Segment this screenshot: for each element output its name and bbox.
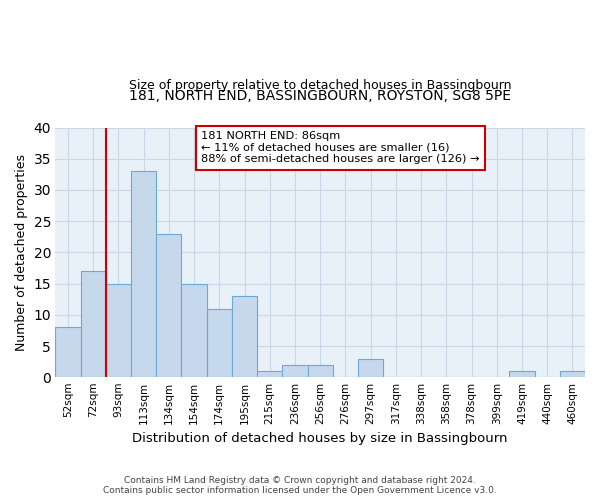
Bar <box>80 271 106 378</box>
Bar <box>283 365 308 378</box>
Bar <box>156 234 181 378</box>
Bar <box>206 308 232 378</box>
Bar <box>560 371 585 378</box>
Bar <box>358 358 383 378</box>
Text: 181, NORTH END, BASSINGBOURN, ROYSTON, SG8 5PE: 181, NORTH END, BASSINGBOURN, ROYSTON, S… <box>129 88 511 102</box>
Bar <box>181 284 206 378</box>
Bar <box>106 284 131 378</box>
Bar <box>308 365 333 378</box>
Text: 181 NORTH END: 86sqm
← 11% of detached houses are smaller (16)
88% of semi-detac: 181 NORTH END: 86sqm ← 11% of detached h… <box>201 131 479 164</box>
Bar <box>509 371 535 378</box>
X-axis label: Distribution of detached houses by size in Bassingbourn: Distribution of detached houses by size … <box>133 432 508 445</box>
Bar <box>131 171 156 378</box>
Bar <box>232 296 257 378</box>
Title: Size of property relative to detached houses in Bassingbourn: Size of property relative to detached ho… <box>129 78 511 92</box>
Bar <box>55 328 80 378</box>
Text: Contains HM Land Registry data © Crown copyright and database right 2024.
Contai: Contains HM Land Registry data © Crown c… <box>103 476 497 495</box>
Y-axis label: Number of detached properties: Number of detached properties <box>15 154 28 351</box>
Bar <box>257 371 283 378</box>
